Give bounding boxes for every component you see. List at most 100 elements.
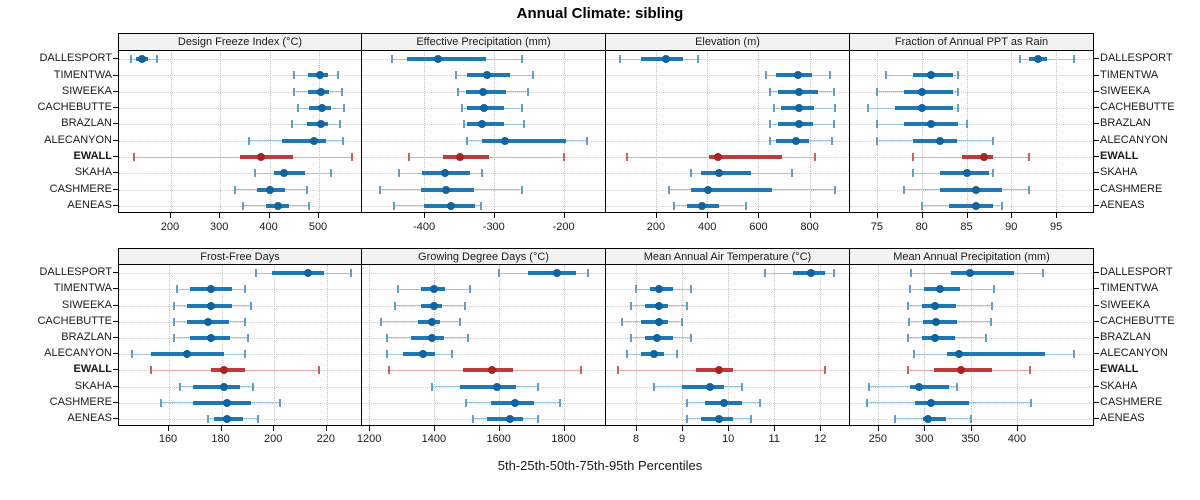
interval-median-dot-cashmere xyxy=(265,185,274,194)
interval-cap-timentwa xyxy=(992,285,995,294)
interval-cap-ewall xyxy=(907,366,910,375)
interval-median-dot-dallesport xyxy=(137,55,146,64)
row-gridline xyxy=(850,337,1092,339)
panel-title: Fraction of Annual PPT as Rain xyxy=(894,36,1049,48)
row-gridline xyxy=(119,173,361,175)
site-label-right-brazlan: BRAZLAN xyxy=(1100,330,1151,343)
interval-iqr-alecanyon xyxy=(482,138,567,143)
interval-median-dot-dallesport xyxy=(1034,55,1043,64)
interval-cap-ewall xyxy=(824,366,826,375)
interval-median-dot-brazlan xyxy=(207,333,216,342)
interval-median-dot-cachebutte xyxy=(917,104,926,112)
panel-strip-frost-free-days: Frost-Free Days xyxy=(118,248,362,264)
interval-median-dot-skaha xyxy=(714,169,723,178)
interval-cap-cachebutte xyxy=(244,317,247,326)
interval-cap-siweeka xyxy=(341,87,344,96)
interval-cap-skaha xyxy=(252,382,255,391)
x-gridline xyxy=(876,51,878,212)
y-tick-mark-left xyxy=(113,320,118,322)
interval-cap-alecanyon xyxy=(450,350,453,359)
interval-median-dot-aeneas xyxy=(506,414,515,423)
site-label-right-timentwa: TIMENTWA xyxy=(1100,68,1159,81)
interval-cap-siweeka xyxy=(832,87,835,96)
x-tick-label: 1600 xyxy=(486,433,511,445)
interval-cap-timentwa xyxy=(244,285,247,294)
row-gridline xyxy=(606,205,848,207)
panel-effective-precipitation-mm- xyxy=(362,50,606,213)
interval-iqr-timentwa xyxy=(775,73,813,78)
x-gridline xyxy=(269,51,271,212)
x-tick-mark xyxy=(728,426,730,431)
row-gridline xyxy=(606,386,848,388)
interval-median-dot-ewall xyxy=(714,366,723,375)
interval-cap-ewall xyxy=(407,153,410,161)
interval-cap-siweeka xyxy=(956,87,959,96)
interval-cap-brazlan xyxy=(965,120,968,129)
interval-cap-skaha xyxy=(690,169,693,178)
row-gridline xyxy=(362,321,604,323)
interval-cap-alecanyon xyxy=(1073,350,1076,359)
x-tick-label: 300 xyxy=(210,221,229,233)
interval-cap-aeneas xyxy=(207,414,210,423)
interval-cap-alecanyon xyxy=(875,136,878,145)
site-label-right-brazlan: BRAZLAN xyxy=(1100,117,1151,130)
x-tick-mark xyxy=(169,213,171,218)
x-tick-mark xyxy=(168,426,169,431)
interval-cap-aeneas xyxy=(920,201,923,210)
interval-iqr-ewall xyxy=(695,368,733,373)
interval-cap-siweeka xyxy=(293,87,296,96)
interval-median-dot-siweeka xyxy=(429,301,438,310)
x-tick-mark xyxy=(563,213,565,218)
y-tick-mark-right xyxy=(1094,107,1099,108)
x-gridline xyxy=(774,265,776,425)
interval-cap-cachebutte xyxy=(458,317,461,326)
interval-median-dot-cashmere xyxy=(510,398,519,407)
y-tick-mark-right xyxy=(1094,139,1099,141)
x-tick-mark xyxy=(424,213,426,218)
row-gridline xyxy=(119,108,361,109)
interval-iqr-cachebutte xyxy=(640,319,669,324)
site-label-left-dallesport: DALLESPORT xyxy=(39,52,112,65)
x-tick-mark xyxy=(433,426,435,431)
x-tick-mark xyxy=(758,213,760,218)
x-axis-caption: 5th-25th-50th-75th-95th Percentiles xyxy=(497,458,703,473)
y-tick-mark-left xyxy=(113,336,118,338)
site-label-left-brazlan: BRAZLAN xyxy=(61,117,112,130)
panel-elevation-m- xyxy=(606,50,850,213)
interval-cap-skaha xyxy=(398,169,400,178)
interval-cap-brazlan xyxy=(907,333,910,342)
interval-iqr-skaha xyxy=(192,384,240,389)
interval-cap-siweeka xyxy=(527,87,529,96)
panel-title: Design Freeze Index (°C) xyxy=(177,36,303,48)
x-tick-label: 400 xyxy=(1007,433,1027,445)
interval-median-dot-skaha xyxy=(914,382,923,391)
row-gridline xyxy=(362,289,604,291)
row-gridline xyxy=(606,354,848,356)
interval-median-dot-siweeka xyxy=(931,301,940,310)
y-tick-mark-left xyxy=(113,369,118,371)
site-label-right-cashmere: CASHMERE xyxy=(1100,182,1163,195)
interval-cap-aeneas xyxy=(307,201,310,210)
site-label-left-brazlan: BRAZLAN xyxy=(61,330,112,343)
row-gridline xyxy=(850,59,1092,61)
y-tick-mark-right xyxy=(1094,58,1099,60)
interval-median-dot-timentwa xyxy=(207,285,216,294)
interval-cap-siweeka xyxy=(875,87,878,96)
row-gridline xyxy=(362,189,604,191)
y-tick-mark-right xyxy=(1094,336,1099,338)
y-tick-mark-right xyxy=(1094,417,1099,419)
interval-cap-cachebutte xyxy=(342,104,345,112)
x-gridline xyxy=(758,51,760,212)
panel-strip-growing-degree-days-c-: Growing Degree Days (°C) xyxy=(362,248,606,264)
x-tick-label: 90 xyxy=(1005,221,1018,233)
interval-cap-skaha xyxy=(481,169,483,178)
row-gridline xyxy=(362,273,604,275)
y-tick-mark-left xyxy=(113,155,118,157)
panel-strip-mean-annual-air-temperature-c-: Mean Annual Air Temperature (°C) xyxy=(606,248,850,264)
interval-median-dot-brazlan xyxy=(428,333,437,342)
y-tick-mark-left xyxy=(113,74,118,76)
interval-median-dot-brazlan xyxy=(317,120,325,129)
interval-iqr-brazlan xyxy=(411,335,444,340)
x-gridline xyxy=(809,51,811,212)
x-tick-label: -400 xyxy=(413,221,436,233)
